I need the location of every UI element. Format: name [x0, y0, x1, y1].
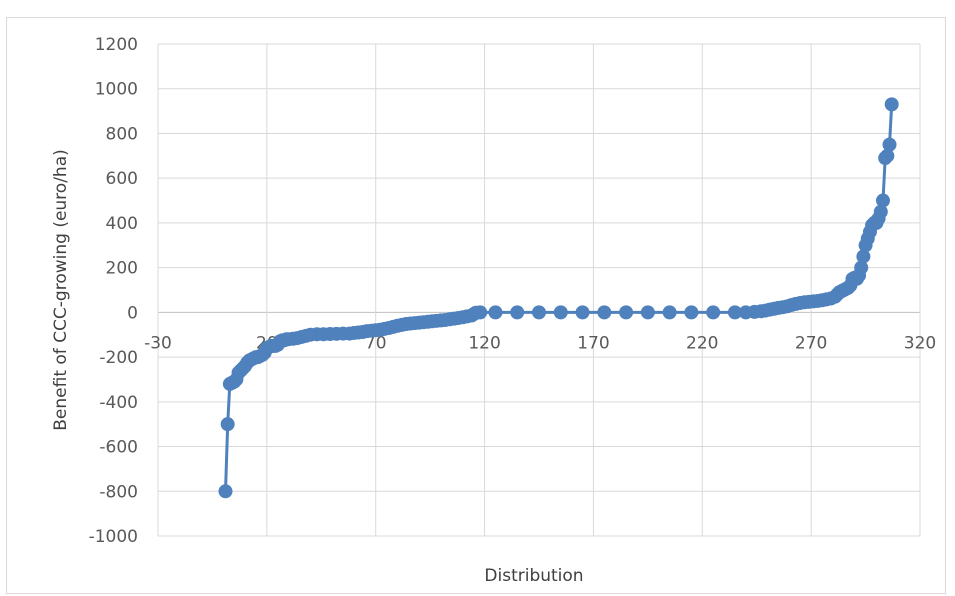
data-point [473, 305, 488, 320]
data-point [218, 484, 233, 499]
x-tick-label: 120 [468, 333, 500, 353]
y-tick-label: 200 [106, 259, 138, 279]
data-point [727, 305, 742, 320]
data-point [532, 305, 546, 320]
data-point [510, 305, 525, 320]
x-tick-label: 70 [365, 333, 387, 353]
data-point [884, 97, 899, 112]
y-tick-label: -400 [99, 393, 138, 413]
data-point [856, 249, 871, 264]
data-point [875, 193, 890, 208]
gridlines [157, 43, 921, 537]
y-tick-label: 600 [106, 169, 138, 189]
data-point [873, 204, 888, 219]
data-point [640, 305, 655, 320]
x-tick-label: 220 [686, 333, 718, 353]
x-axis-title: Distribution [484, 566, 583, 586]
y-tick-label: -200 [99, 348, 138, 368]
data-points [218, 97, 899, 499]
y-tick-label: 400 [106, 214, 138, 234]
data-point [880, 148, 895, 163]
y-tick-label: -1000 [89, 527, 138, 547]
data-point [662, 305, 677, 320]
data-point [220, 417, 235, 432]
series-line [224, 104, 894, 492]
data-point [575, 305, 590, 320]
data-point [684, 305, 699, 320]
data-point [597, 305, 612, 320]
data-point [488, 305, 503, 320]
y-tick-label: 1000 [95, 80, 138, 100]
data-point [854, 260, 869, 275]
x-tick-label: 320 [904, 333, 936, 353]
x-tick-label: 270 [795, 333, 827, 353]
x-tick-label: -30 [144, 333, 172, 353]
data-point [706, 305, 721, 320]
x-tick-label: 170 [577, 333, 609, 353]
y-tick-labels: 1200 1000 800 600 400 200 0 -200 -400 -600 -800 -10… [89, 35, 138, 547]
y-tick-label: -600 [99, 438, 138, 458]
data-point [619, 305, 634, 320]
y-axis-title: Benefit of CCC-growing (euro/ha) [51, 149, 71, 431]
y-tick-label: -800 [99, 482, 138, 502]
y-tick-label: 1200 [95, 35, 138, 55]
y-tick-label: 0 [127, 303, 138, 323]
y-tick-label: 800 [106, 124, 138, 144]
data-point [882, 137, 897, 152]
data-point [553, 305, 568, 320]
